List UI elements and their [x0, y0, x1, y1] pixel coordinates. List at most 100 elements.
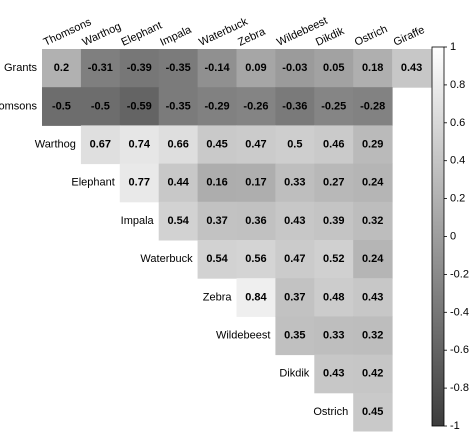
heatmap-cell: [197, 163, 237, 203]
row-label: Impala: [121, 215, 155, 227]
heatmap-cell: [275, 316, 315, 356]
cell-value-label: 0.05: [323, 62, 344, 74]
heatmap-cell: [353, 201, 393, 241]
heatmap-cell: [314, 125, 354, 165]
colorbar-tick-label: -0.6: [450, 344, 469, 356]
cell-value-label: 0.37: [284, 291, 305, 303]
colorbar-tick-label: 0.6: [450, 117, 465, 129]
cell-value-label: -0.14: [205, 62, 231, 74]
cell-value-label: 0.74: [129, 139, 151, 151]
heatmap-cell: [353, 354, 393, 394]
heatmap-cell: [80, 49, 121, 88]
row-label: Ostrich: [313, 406, 348, 418]
heatmap-cell: [314, 316, 354, 356]
cell-value-label: 0.18: [362, 62, 383, 74]
colorbar-tick-label: 0: [450, 231, 456, 243]
cell-value-label: 0.43: [323, 368, 344, 380]
row-label: Dikdik: [279, 368, 309, 380]
heatmap-cell: [80, 87, 121, 126]
heatmap-cell: [353, 392, 393, 432]
cell-value-label: -0.5: [91, 100, 110, 112]
heatmap-cell: [119, 163, 160, 203]
heatmap-cell: [314, 240, 354, 279]
heatmap-cell: [314, 201, 354, 241]
cell-value-label: 0.66: [167, 139, 188, 151]
cell-value-label: 0.36: [245, 215, 266, 227]
column-label: Ostrich: [353, 23, 390, 49]
row-labels: Grants Thomsons Warthog Elephant Impala Water…: [0, 62, 348, 418]
cell-value-label: 0.43: [401, 62, 422, 74]
colorbar-tick-label: 0.4: [450, 155, 465, 167]
cell-value-label: -0.31: [88, 62, 113, 74]
cell-value-label: -0.29: [205, 100, 230, 112]
colorbar-tick-label: -0.2: [450, 268, 469, 280]
heatmap-cell: [197, 201, 237, 241]
cell-value-label: 0.29: [362, 139, 383, 151]
cell-value-label: 0.16: [206, 177, 227, 189]
cell-value-label: 0.09: [245, 62, 266, 74]
cell-value-label: -0.39: [127, 62, 152, 74]
heatmap-cell: [158, 163, 199, 203]
cell-value-label: 0.44: [167, 177, 189, 189]
heatmap-cell: [119, 87, 160, 126]
colorbar: 1 0.8 0.6 0.4 0.2 0 -0.2 -0.4 -0.6 -0.8 -1: [431, 41, 469, 432]
cell-value-label: 0.43: [284, 215, 305, 227]
heatmap-cell: [275, 240, 315, 279]
heatmap-cell: [275, 201, 315, 241]
cell-value-label: 0.54: [206, 253, 228, 265]
cell-value-label: -0.35: [166, 62, 191, 74]
colorbar-tick-label: 1: [450, 41, 456, 53]
heatmap-cell: [353, 49, 393, 88]
heatmap-cell: [236, 240, 276, 279]
heatmap-cell: [275, 125, 315, 165]
heatmap-cell: [314, 278, 354, 317]
heatmap-cell: [119, 125, 160, 165]
cell-value-label: -0.59: [127, 100, 152, 112]
heatmap-cell: [314, 87, 354, 126]
heatmap-cell: [275, 278, 315, 317]
heatmap-cell: [392, 49, 432, 88]
colorbar-tick-label: -0.8: [450, 382, 469, 394]
row-label: Zebra: [203, 291, 233, 303]
cell-value-label: -0.03: [282, 62, 307, 74]
cell-value-label: 0.45: [206, 139, 227, 151]
heatmap-cell: [353, 163, 393, 203]
heatmap-cell: [275, 49, 315, 88]
heatmap-cell: [119, 49, 160, 88]
cell-value-label: 0.5: [287, 139, 302, 151]
heatmap-cell: [197, 49, 237, 88]
cell-value-label: 0.42: [362, 368, 383, 380]
heatmap-cell: [236, 278, 276, 317]
heatmap-cell: [353, 278, 393, 317]
heatmap-cell: [42, 49, 82, 88]
heatmap-cell: [353, 87, 393, 126]
row-label: Elephant: [71, 177, 114, 189]
colorbar-gradient: [431, 46, 445, 427]
cell-value-label: 0.33: [323, 330, 344, 342]
cell-value-label: 0.52: [323, 253, 344, 265]
colorbar-tick-label: -1: [450, 420, 460, 432]
heatmap-cell: [236, 87, 276, 126]
heatmap-cell: [158, 87, 199, 126]
heatmap-cell: [314, 163, 354, 203]
cell-value-label: -0.25: [321, 100, 346, 112]
heatmap-cell: [80, 125, 121, 165]
heatmap-cell: [158, 201, 199, 241]
cell-value-label: 0.77: [129, 177, 150, 189]
colorbar-tick-label: 0.8: [450, 79, 465, 91]
cell-value-label: 0.32: [362, 330, 383, 342]
row-label: Waterbuck: [140, 253, 193, 265]
heatmap-cell: [236, 163, 276, 203]
heatmap-cell: [158, 49, 199, 88]
heatmap-cell: [42, 87, 82, 126]
cell-value-label: 0.33: [284, 177, 305, 189]
row-label: Grants: [4, 62, 38, 74]
cell-value-label: 0.39: [323, 215, 344, 227]
heatmap-cell: [197, 125, 237, 165]
heatmap-cell: [353, 240, 393, 279]
heatmap-cell: [236, 125, 276, 165]
cell-value-label: 0.2: [54, 62, 69, 74]
colorbar-tick-label: -0.4: [450, 306, 469, 318]
